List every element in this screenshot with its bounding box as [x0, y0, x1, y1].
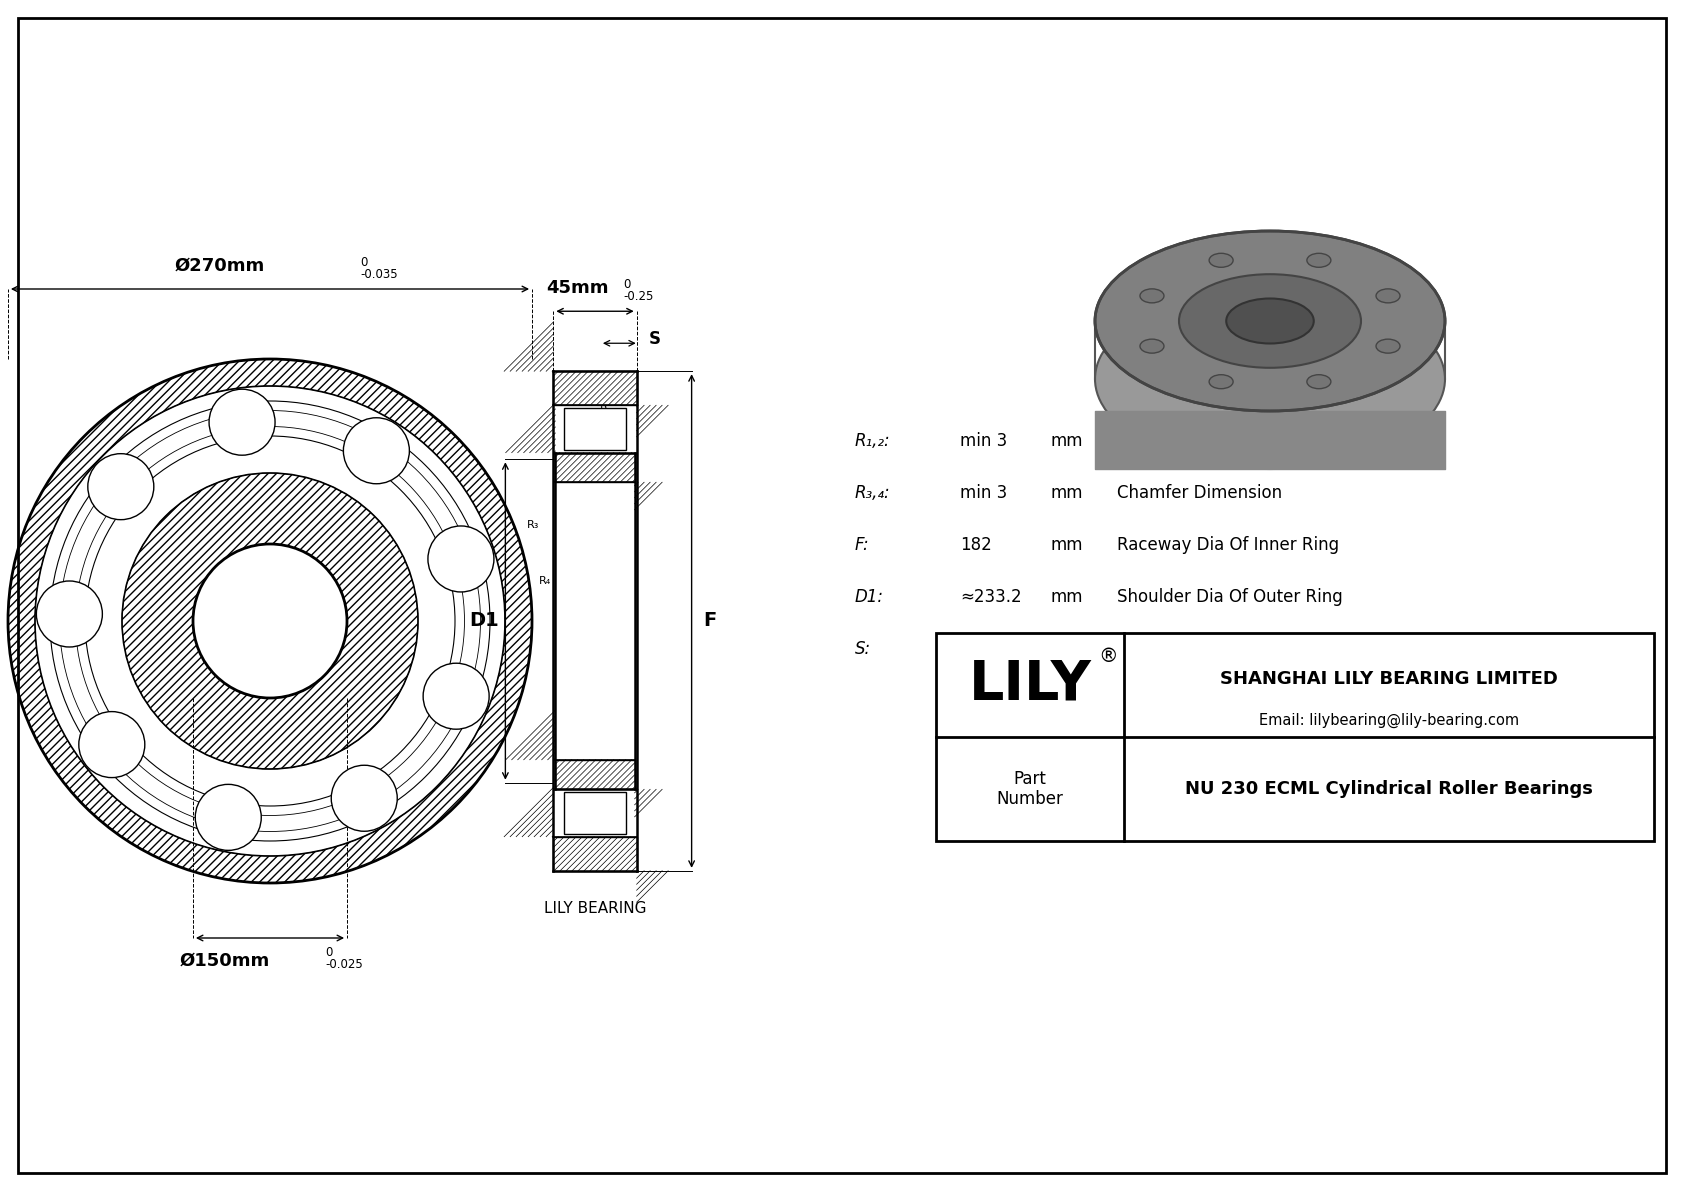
Ellipse shape: [1307, 375, 1330, 388]
Text: R₃: R₃: [527, 520, 541, 530]
Circle shape: [195, 785, 261, 850]
Text: R₁,₂:: R₁,₂:: [855, 432, 891, 450]
Text: Shoulder Dia Of Outer Ring: Shoulder Dia Of Outer Ring: [1116, 588, 1342, 606]
Ellipse shape: [1209, 254, 1233, 267]
Text: SHANGHAI LILY BEARING LIMITED: SHANGHAI LILY BEARING LIMITED: [1221, 669, 1558, 687]
Ellipse shape: [1209, 375, 1233, 388]
Text: Email: lilybearing@lily-bearing.com: Email: lilybearing@lily-bearing.com: [1260, 712, 1519, 728]
Text: F:: F:: [855, 536, 869, 554]
Text: LILY: LILY: [968, 657, 1091, 712]
Circle shape: [79, 711, 145, 778]
Text: 0: 0: [325, 946, 332, 959]
Bar: [564, 792, 626, 834]
Text: Permissible Axial Displacement: Permissible Axial Displacement: [1116, 640, 1378, 657]
Text: R₂: R₂: [600, 405, 613, 416]
Text: R₄: R₄: [539, 576, 552, 586]
Text: Ø150mm: Ø150mm: [180, 952, 269, 969]
Circle shape: [8, 358, 532, 883]
Circle shape: [37, 581, 103, 647]
Text: S: S: [648, 330, 660, 348]
Ellipse shape: [1376, 339, 1399, 354]
Ellipse shape: [1095, 231, 1445, 411]
Bar: [554, 372, 637, 405]
Text: F: F: [704, 611, 717, 630]
Text: 0: 0: [623, 279, 630, 292]
Bar: [936, 632, 1654, 841]
Circle shape: [88, 454, 153, 519]
Text: Part
Number: Part Number: [997, 769, 1063, 809]
Text: -0.25: -0.25: [623, 291, 653, 304]
Text: D1: D1: [470, 611, 498, 630]
Ellipse shape: [1307, 254, 1330, 267]
Bar: [554, 837, 637, 871]
Text: ®: ®: [1098, 648, 1118, 667]
Circle shape: [332, 766, 397, 831]
Text: D1:: D1:: [855, 588, 884, 606]
Ellipse shape: [1376, 289, 1399, 303]
Text: mm: mm: [1051, 484, 1083, 501]
Circle shape: [423, 663, 488, 729]
Text: NU 230 ECML Cylindrical Roller Bearings: NU 230 ECML Cylindrical Roller Bearings: [1186, 780, 1593, 798]
Circle shape: [428, 526, 493, 592]
Text: mm: mm: [1051, 536, 1083, 554]
Ellipse shape: [1179, 274, 1361, 368]
Text: Ø270mm: Ø270mm: [175, 257, 264, 275]
Text: 45mm: 45mm: [546, 279, 608, 298]
Text: min 3: min 3: [960, 432, 1007, 450]
Ellipse shape: [1095, 289, 1445, 469]
Text: -0.035: -0.035: [360, 268, 397, 281]
Text: R₁: R₁: [611, 439, 623, 450]
Text: R₃,₄:: R₃,₄:: [855, 484, 891, 501]
Ellipse shape: [1140, 289, 1164, 303]
Text: 0: 0: [360, 256, 367, 269]
Text: ≈233.2: ≈233.2: [960, 588, 1022, 606]
Bar: [556, 760, 635, 790]
Text: Chamfer Dimension: Chamfer Dimension: [1116, 432, 1282, 450]
Text: S:: S:: [855, 640, 871, 657]
Ellipse shape: [1140, 339, 1164, 354]
Text: min 3: min 3: [960, 484, 1007, 501]
Circle shape: [209, 389, 274, 455]
Bar: [564, 409, 626, 450]
Text: Raceway Dia Of Inner Ring: Raceway Dia Of Inner Ring: [1116, 536, 1339, 554]
Text: 182: 182: [960, 536, 992, 554]
Text: max 2.5: max 2.5: [960, 640, 1027, 657]
Text: Chamfer Dimension: Chamfer Dimension: [1116, 484, 1282, 501]
Text: mm: mm: [1051, 640, 1083, 657]
Text: mm: mm: [1051, 432, 1083, 450]
Ellipse shape: [1226, 299, 1314, 343]
Text: LILY BEARING: LILY BEARING: [544, 900, 647, 916]
Circle shape: [344, 418, 409, 484]
Text: mm: mm: [1051, 588, 1083, 606]
Bar: [556, 453, 635, 482]
Text: -0.025: -0.025: [325, 958, 362, 971]
